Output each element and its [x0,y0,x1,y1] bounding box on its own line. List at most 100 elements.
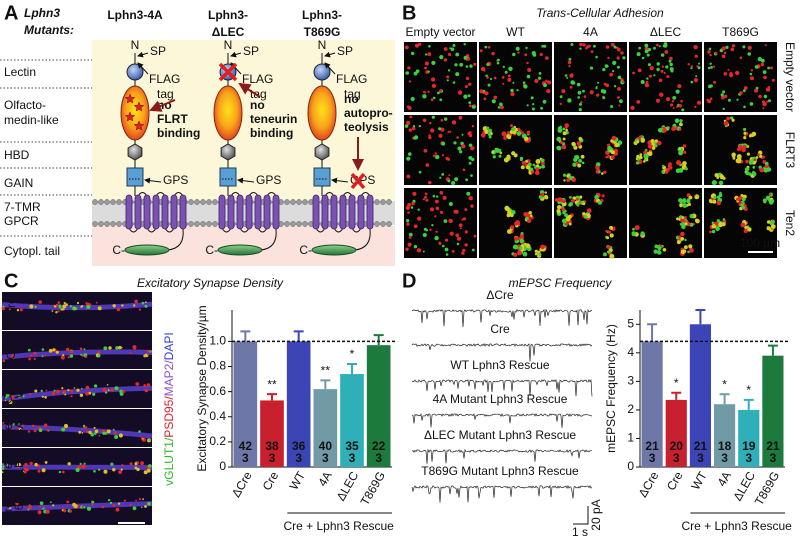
cell [583,95,587,98]
cell [405,247,409,251]
cell [514,221,518,226]
current-trace [411,343,593,362]
puncta [135,499,138,502]
cell [669,67,674,72]
cell [535,170,540,175]
cell [735,158,741,164]
significance: ** [267,377,277,391]
puncta [16,309,20,312]
cell [643,150,648,155]
cell [710,66,713,69]
puncta [57,301,61,304]
cell [430,98,434,102]
cell [660,69,664,73]
cell [435,199,439,204]
cell [682,161,687,166]
puncta [57,310,60,313]
cell [568,65,571,68]
cell [486,63,490,66]
error-bar [320,379,331,390]
cell [566,178,571,183]
panel-label: A [4,2,18,24]
arrow [149,99,176,112]
column-label: 4A [583,25,598,39]
mutation-note: teneurin [250,112,297,126]
cell [507,77,512,82]
lipid-head [296,199,302,205]
puncta [70,389,74,393]
cell [743,86,748,90]
cell [446,79,449,82]
cell [424,195,427,199]
puncta [119,392,124,396]
n-cultures: 3 [673,451,680,465]
cell [459,150,463,154]
cell [639,155,643,160]
cell [579,102,582,106]
cell [653,74,656,77]
puncta [146,468,151,473]
cell [447,179,451,183]
arrow [237,177,255,184]
cell [650,139,655,144]
cell [653,249,658,254]
micrograph [554,42,627,112]
cell [579,47,582,50]
cell [468,143,473,148]
puncta [133,304,136,307]
puncta [103,469,108,474]
row-label: Ten2 [783,210,797,236]
cell [517,250,522,256]
cell [538,165,542,170]
puncta [107,389,110,392]
construct-title: Lphn3- [208,8,248,22]
cell [723,72,728,76]
puncta [91,500,95,504]
puncta [138,308,141,311]
cell [760,62,765,67]
domain-label: Olfacto- [4,98,46,112]
cell [716,200,722,206]
trace-label: ΔLEC Mutant Lphn3 Rescue [424,428,576,442]
cell [407,211,410,214]
cell [745,167,749,172]
cell [687,63,690,66]
cell [690,80,694,84]
cell [565,128,568,132]
puncta [17,395,21,398]
cell [461,133,464,136]
puncta [86,506,92,511]
puncta [8,308,11,311]
cell [473,104,476,107]
cell [455,52,460,57]
arrow [144,177,162,184]
puncta [85,385,90,390]
cell [766,220,771,224]
puncta [81,387,83,390]
cell [559,102,562,106]
cell [657,250,662,255]
cell [526,130,531,135]
cell [743,105,746,109]
puncta [80,305,84,308]
cell [540,161,545,166]
cell [755,86,759,90]
gain-domain [126,167,144,187]
puncta [82,424,86,428]
cell [440,119,444,122]
cell [671,126,676,131]
column-label: WT [506,25,525,39]
cell [636,52,641,57]
cell [726,116,730,121]
cell [444,117,448,121]
tm-helix [357,194,365,230]
cell [718,222,724,228]
image-label: ΔLEC [12,451,26,483]
cell [770,224,776,230]
lipid-head [380,199,386,205]
puncta [148,464,152,468]
cell [568,222,572,226]
cell [750,76,754,81]
puncta [121,464,124,467]
puncta [52,348,56,352]
